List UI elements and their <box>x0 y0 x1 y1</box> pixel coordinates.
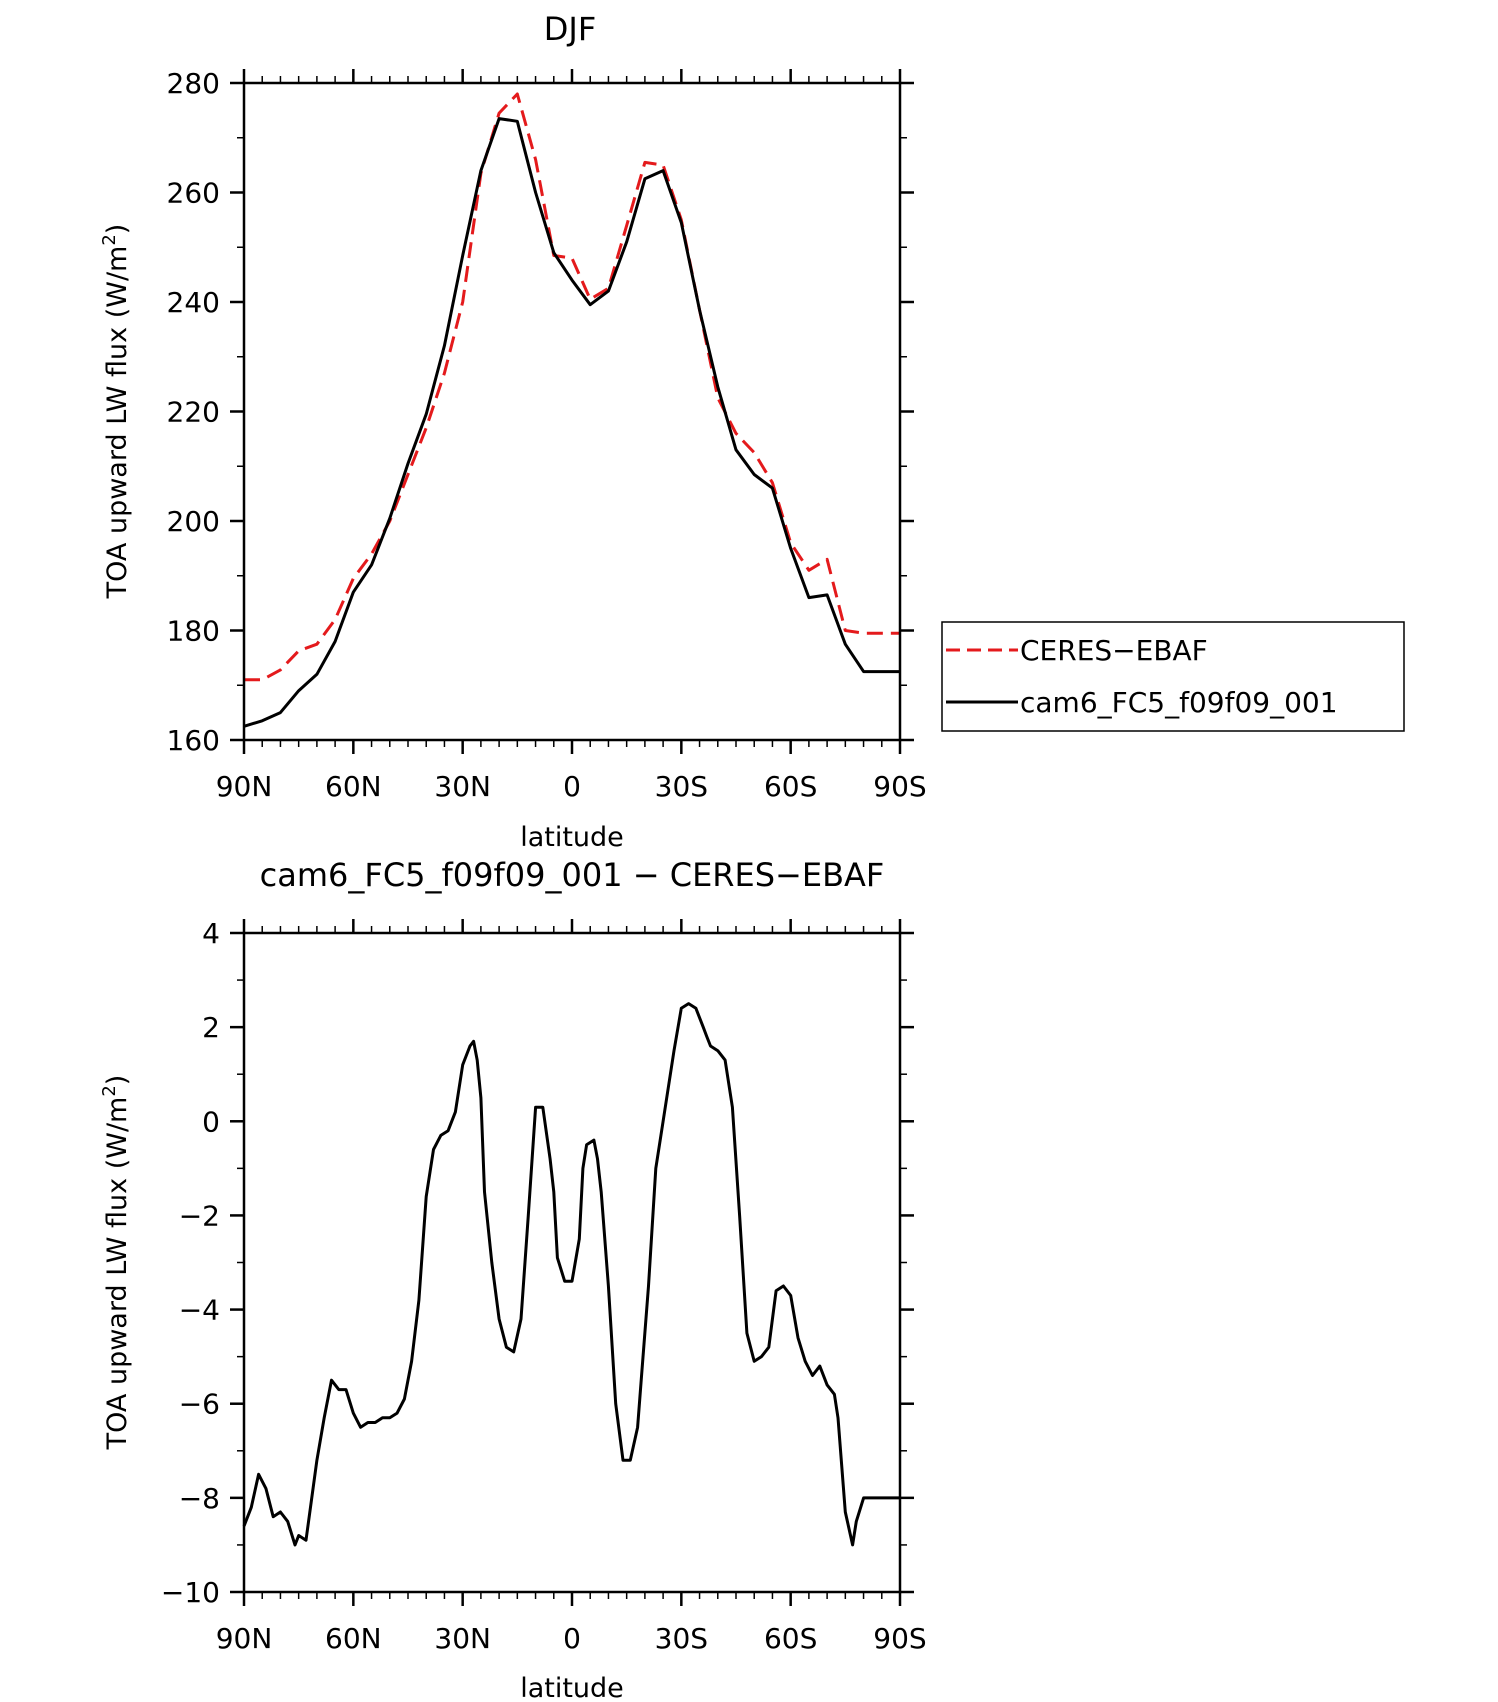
x-tick-label-bottom: 30N <box>434 1622 491 1655</box>
x-tick-label-bottom: 30S <box>655 1622 708 1655</box>
y-axis-label-top-sup: 2 <box>99 234 120 245</box>
chart-top-panel: DJF 90N 60N 30N 0 30S 60S 90S 160 180 200 220 240 26… <box>99 10 927 853</box>
y-tick-label-top: 200 <box>167 505 220 538</box>
x-tick-label-top: 60S <box>764 770 817 803</box>
x-axis-label-top: latitude <box>520 822 624 853</box>
chart-bottom-panel: cam6_FC5_f09f09_001 − CERES−EBAF 90N 60N 3… <box>99 856 927 1702</box>
chart-legend: CERES−EBAF cam6_FC5_f09f09_001 <box>941 621 1405 732</box>
y-tick-label-bottom: −6 <box>179 1388 220 1421</box>
y-axis-label-bottom: TOA upward LW flux (W/m2) <box>99 1075 133 1451</box>
tick-group-bottom: 90N 60N 30N 0 30S 60S 90S −10 −8 −6 −4 −2 0 2 4 <box>161 917 927 1655</box>
y-axis-label-top-suffix: ) <box>102 224 133 235</box>
x-tick-label-bottom: 90S <box>873 1622 926 1655</box>
legend-label-ceres: CERES−EBAF <box>1020 634 1208 667</box>
series-line-bottom-0 <box>242 1002 900 1547</box>
y-axis-label-top-text: TOA upward LW flux (W/m <box>102 246 133 600</box>
x-tick-label-top: 90N <box>216 770 273 803</box>
x-tick-label-bottom: 60S <box>764 1622 817 1655</box>
x-tick-label-top: 30N <box>434 770 491 803</box>
chart-title-top: DJF <box>544 10 596 48</box>
y-tick-label-bottom: −2 <box>179 1199 220 1232</box>
x-tick-label-top: 90S <box>873 770 926 803</box>
plot-frame-bottom <box>242 931 902 1594</box>
x-tick-label-top: 60N <box>325 770 382 803</box>
chart-title-bottom: cam6_FC5_f09f09_001 − CERES−EBAF <box>260 856 885 894</box>
y-axis-label-top: TOA upward LW flux (W/m2) <box>99 224 133 600</box>
x-tick-label-bottom: 0 <box>563 1622 581 1655</box>
series-group-top <box>243 92 900 728</box>
y-tick-label-top: 240 <box>167 286 220 319</box>
x-tick-label-bottom: 90N <box>216 1622 273 1655</box>
series-line-top-0 <box>244 92 900 682</box>
legend-label-model: cam6_FC5_f09f09_001 <box>1020 686 1338 719</box>
y-tick-label-top: 180 <box>167 615 220 648</box>
y-tick-label-bottom: 0 <box>202 1105 220 1138</box>
y-tick-label-bottom: −10 <box>161 1576 220 1609</box>
y-tick-label-top: 160 <box>167 724 220 757</box>
y-tick-label-top: 280 <box>167 67 220 100</box>
x-tick-label-top: 30S <box>655 770 708 803</box>
series-line-top-1 <box>243 117 900 728</box>
x-tick-label-top: 0 <box>563 770 581 803</box>
plot-frame-top <box>242 81 902 742</box>
y-axis-label-bottom-sup: 2 <box>99 1085 120 1096</box>
y-tick-label-top: 260 <box>167 177 220 210</box>
y-axis-label-bottom-suffix: ) <box>102 1075 133 1086</box>
y-tick-label-bottom: 2 <box>202 1011 220 1044</box>
tick-group-top: 90N 60N 30N 0 30S 60S 90S 160 180 200 220 240 260 280 <box>167 67 927 803</box>
legend-box <box>941 621 1405 732</box>
y-tick-label-top: 220 <box>167 396 220 429</box>
y-tick-label-bottom: −4 <box>179 1294 220 1327</box>
x-axis-label-bottom: latitude <box>520 1673 624 1702</box>
y-tick-label-bottom: 4 <box>202 917 220 950</box>
y-axis-label-bottom-text: TOA upward LW flux (W/m <box>102 1097 133 1451</box>
series-group-bottom <box>242 1002 900 1547</box>
x-tick-label-bottom: 60N <box>325 1622 382 1655</box>
y-tick-label-bottom: −8 <box>179 1482 220 1515</box>
